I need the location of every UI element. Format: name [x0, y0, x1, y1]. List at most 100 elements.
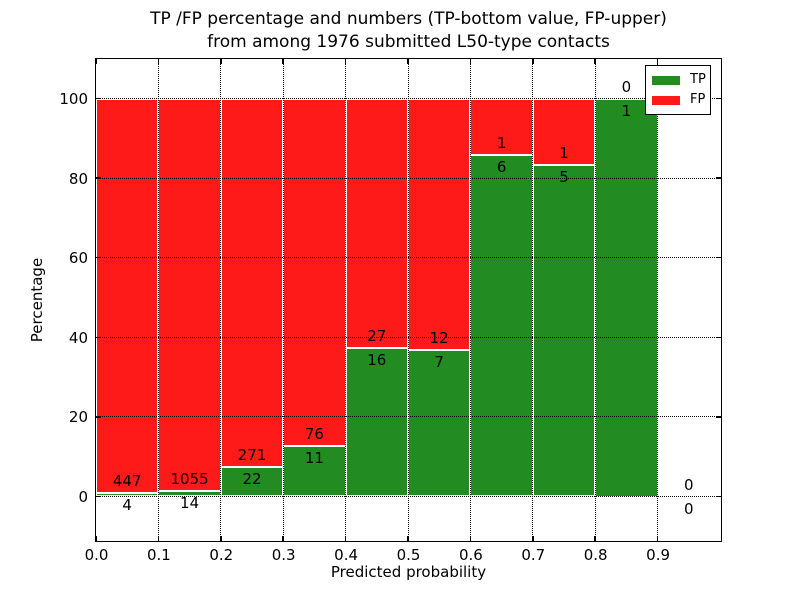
x-tick-mark — [344, 536, 347, 541]
bar-tp-bin6 — [470, 155, 533, 497]
horizontal-gridline — [96, 416, 721, 418]
y-tick-label: 100 — [59, 90, 88, 108]
horizontal-gridline — [96, 336, 721, 338]
bar-fp-bin0 — [96, 98, 159, 493]
x-tick-label: 0.6 — [458, 546, 483, 564]
fp-count-label-bin8: 0 — [621, 77, 632, 96]
y-tick-mark — [716, 336, 721, 339]
fp-count-label-bin5: 12 — [429, 328, 449, 347]
legend-swatch-fp — [652, 95, 680, 105]
x-tick-mark — [656, 59, 659, 64]
vertical-gridline — [407, 59, 409, 541]
bar-fp-bin4 — [345, 98, 408, 349]
legend-entry-tp: TP — [652, 70, 710, 90]
bar-fp-bin7 — [532, 98, 596, 165]
y-tick-mark — [716, 416, 721, 418]
vertical-gridline — [157, 59, 159, 541]
tp-count-label-bin9: 0 — [684, 499, 694, 518]
y-tick-mark — [96, 177, 101, 179]
fp-count-label-bin7: 1 — [559, 143, 569, 162]
y-tick-label: 80 — [68, 169, 88, 188]
x-tick-mark — [532, 59, 534, 64]
x-tick-mark — [157, 59, 160, 64]
x-tick-label: 0.9 — [646, 546, 671, 564]
x-tick-mark — [220, 59, 222, 64]
vertical-gridline — [220, 59, 222, 541]
chart-title-line2: from among 1976 submitted L50-type conta… — [207, 32, 610, 52]
vertical-gridline — [532, 59, 534, 541]
legend-label-fp: FP — [690, 92, 706, 107]
x-tick-mark — [95, 59, 97, 64]
x-tick-label: 0.5 — [396, 546, 421, 564]
x-tick-label: 0.1 — [146, 546, 171, 564]
x-tick-mark — [220, 536, 222, 541]
y-tick-mark — [716, 177, 721, 179]
y-tick-label: 20 — [68, 408, 88, 427]
vertical-gridline — [345, 59, 347, 541]
x-tick-mark — [532, 536, 534, 541]
y-tick-mark — [96, 495, 101, 498]
x-tick-mark — [656, 536, 659, 541]
x-tick-mark — [282, 59, 284, 64]
bar-fp-bin3 — [283, 98, 346, 447]
x-tick-label: 0.3 — [271, 546, 296, 564]
tp-count-label-bin5: 7 — [434, 352, 444, 371]
horizontal-gridline — [96, 177, 721, 179]
chart-title: TP /FP percentage and numbers (TP-bottom… — [96, 8, 721, 54]
x-axis-label: Predicted probability — [330, 563, 487, 581]
horizontal-gridline — [96, 496, 721, 497]
horizontal-gridline — [96, 257, 721, 259]
bar-tp-bin5 — [408, 349, 471, 497]
chart-title-line1: TP /FP percentage and numbers (TP-bottom… — [150, 9, 667, 29]
x-tick-label: 0.8 — [583, 546, 608, 564]
horizontal-gridline — [96, 98, 721, 99]
x-tick-label: 0.4 — [334, 546, 359, 564]
tp-count-label-bin7: 5 — [559, 167, 569, 186]
bar-tp-bin1 — [158, 491, 221, 497]
y-tick-mark — [716, 256, 721, 259]
y-tick-mark — [716, 495, 721, 498]
x-tick-mark — [157, 536, 160, 541]
vertical-gridline — [657, 59, 659, 541]
y-axis-label: Percentage — [28, 257, 46, 343]
bar-tp-bin8 — [595, 98, 658, 497]
y-tick-mark — [96, 97, 101, 100]
bar-fp-bin5 — [408, 98, 471, 350]
legend: TP FP — [645, 65, 711, 115]
x-tick-mark — [469, 59, 472, 64]
tp-count-label-bin8: 1 — [621, 101, 632, 120]
x-tick-mark — [469, 536, 472, 541]
tp-count-label-bin4: 16 — [367, 351, 387, 370]
y-tick-label: 60 — [68, 249, 88, 268]
y-tick-mark — [96, 416, 101, 418]
fp-count-label-bin0: 447 — [112, 471, 142, 490]
legend-label-tp: TP — [690, 72, 706, 87]
x-tick-mark — [282, 536, 284, 541]
x-tick-mark — [407, 536, 409, 541]
bar-tp-bin3 — [283, 446, 346, 497]
x-tick-mark — [594, 59, 596, 64]
bar-fp-bin2 — [220, 98, 284, 467]
bar-tp-bin2 — [220, 466, 284, 497]
tp-count-label-bin6: 6 — [496, 158, 507, 177]
y-tick-label: 40 — [68, 328, 88, 347]
y-tick-mark — [96, 256, 101, 259]
x-tick-mark — [344, 59, 347, 64]
bar-tp-bin7 — [532, 164, 596, 497]
x-tick-label: 0.0 — [84, 546, 109, 564]
y-tick-mark — [716, 97, 721, 100]
vertical-gridline — [469, 59, 471, 541]
fp-count-label-bin9: 0 — [684, 475, 694, 494]
vertical-gridline — [594, 59, 596, 541]
tp-count-label-bin2: 22 — [242, 469, 262, 488]
tp-count-label-bin3: 11 — [304, 449, 324, 468]
y-tick-mark — [96, 336, 101, 339]
legend-entry-fp: FP — [652, 90, 710, 110]
fp-count-label-bin3: 76 — [304, 425, 324, 444]
plot-area: TP FP 447 4 1055 14 271 22 76 11 27 16 12 7 1 6 1 5 0 1 0 0 — [95, 58, 722, 542]
bar-fp-bin1 — [158, 98, 221, 492]
x-tick-label: 0.7 — [521, 546, 546, 564]
y-tick-label: 0 — [78, 488, 88, 506]
fp-count-label-bin2: 271 — [237, 445, 267, 464]
